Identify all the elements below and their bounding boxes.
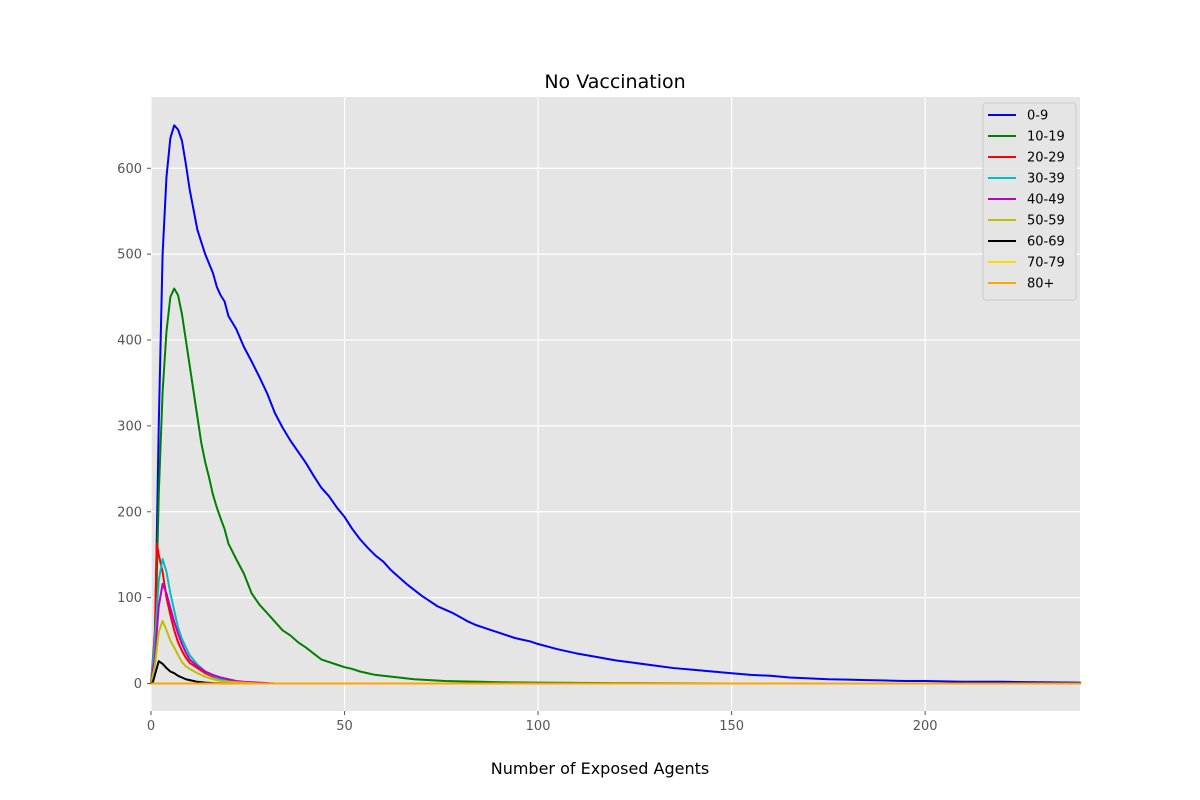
y-tick-label: 0 <box>134 677 142 692</box>
y-tick-label: 500 <box>117 248 142 263</box>
plot-area <box>151 97 1080 711</box>
legend-label: 80+ <box>1027 277 1054 292</box>
y-axis-ticks: 0 100 200 300 400 500 600 <box>117 162 151 692</box>
x-tick-label: 0 <box>147 719 155 734</box>
legend-label: 50-59 <box>1027 214 1065 229</box>
legend-label: 10-19 <box>1027 130 1065 145</box>
x-tick-label: 50 <box>336 719 353 734</box>
legend-label: 0-9 <box>1027 109 1048 124</box>
series-line-40-49 <box>150 582 1081 685</box>
y-tick-label: 300 <box>117 419 142 434</box>
x-tick-label: 100 <box>526 719 551 734</box>
legend-label: 20-29 <box>1027 151 1065 166</box>
series-line-10-19 <box>150 287 1081 685</box>
x-axis-ticks: 0 50 100 150 200 <box>147 711 938 734</box>
series-line-0-9 <box>150 124 1081 685</box>
y-tick-label: 600 <box>117 162 142 177</box>
y-tick-label: 100 <box>117 591 142 606</box>
legend-label: 40-49 <box>1027 193 1065 208</box>
y-tick-label: 200 <box>117 505 142 520</box>
legend-label: 30-39 <box>1027 172 1065 187</box>
grid-lines <box>150 97 1080 711</box>
legend-label: 70-79 <box>1027 256 1065 271</box>
x-axis-label: Number of Exposed Agents <box>491 759 710 778</box>
legend: 0-9 10-19 20-29 30-39 40-49 50-59 60-69 70-79 80… <box>982 102 1077 301</box>
legend-box <box>982 102 1077 301</box>
y-tick-label: 400 <box>117 334 142 349</box>
series-lines <box>150 124 1081 685</box>
x-tick-label: 200 <box>913 719 938 734</box>
series-line-50-59 <box>150 619 1081 685</box>
chart-title: No Vaccination <box>544 71 685 93</box>
legend-label: 60-69 <box>1027 235 1065 250</box>
x-tick-label: 150 <box>719 719 744 734</box>
